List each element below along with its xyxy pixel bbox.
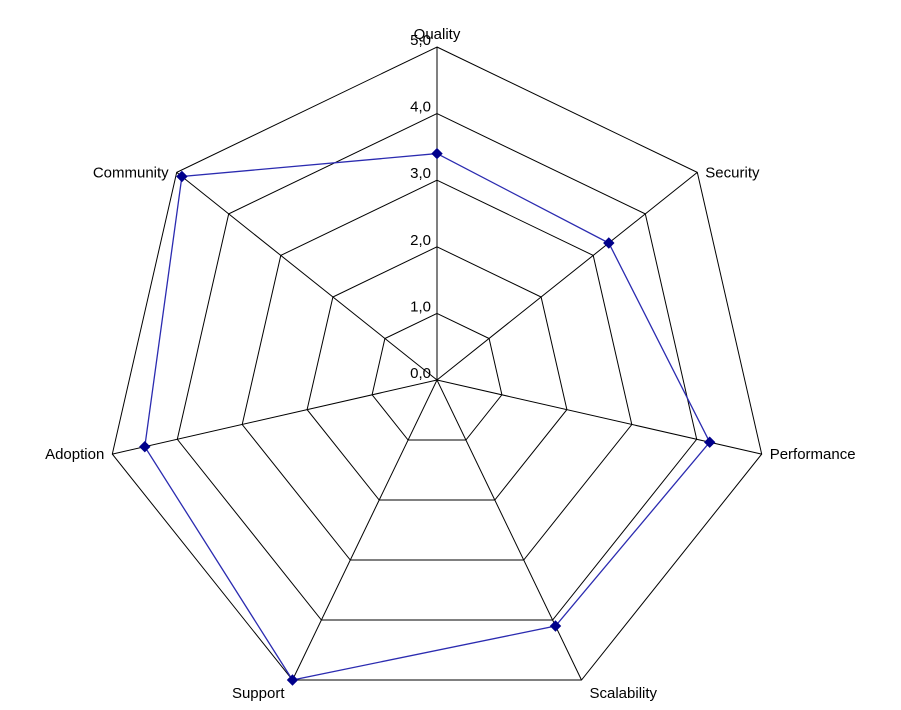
radar-series <box>139 147 716 686</box>
tick-label: 3,0 <box>410 165 431 182</box>
radar-grid <box>111 46 763 681</box>
grid-ring-4 <box>176 113 698 621</box>
data-point-performance <box>703 436 716 448</box>
data-point-community <box>176 170 188 183</box>
axis-labels: Quality Security Performance Scalability Sup… <box>45 26 855 702</box>
series-line <box>144 152 711 681</box>
axis-label-performance: Performance <box>770 446 856 463</box>
tick-label: 0,0 <box>410 365 431 382</box>
data-point-security <box>603 237 615 249</box>
axis-label-support: Support <box>232 685 285 702</box>
spoke-scalability <box>436 379 582 681</box>
grid-ring-1 <box>371 312 503 441</box>
grid-ring-2 <box>306 246 568 501</box>
axis-label-adoption: Adoption <box>45 446 104 463</box>
axis-label-community: Community <box>93 164 169 181</box>
axis-label-scalability: Scalability <box>590 685 658 702</box>
spoke-adoption <box>112 379 438 455</box>
spoke-community <box>176 172 438 381</box>
axis-label-quality: Quality <box>414 26 461 43</box>
data-point-scalability <box>549 620 562 632</box>
spoke-support <box>292 379 438 681</box>
spoke-security <box>436 172 698 381</box>
grid-ring-3 <box>241 179 633 561</box>
tick-label: 4,0 <box>410 99 431 116</box>
radial-tick-labels: 0,0 1,0 2,0 3,0 4,0 5,0 <box>410 32 431 382</box>
tick-label: 2,0 <box>410 232 431 249</box>
data-point-adoption <box>139 440 151 453</box>
grid-ring-5 <box>111 46 763 681</box>
axis-label-security: Security <box>705 164 760 181</box>
tick-label: 5,0 <box>410 32 431 49</box>
tick-label: 1,0 <box>410 298 431 315</box>
data-point-support <box>286 674 299 686</box>
radar-spokes <box>112 47 762 681</box>
data-point-quality <box>431 147 443 160</box>
